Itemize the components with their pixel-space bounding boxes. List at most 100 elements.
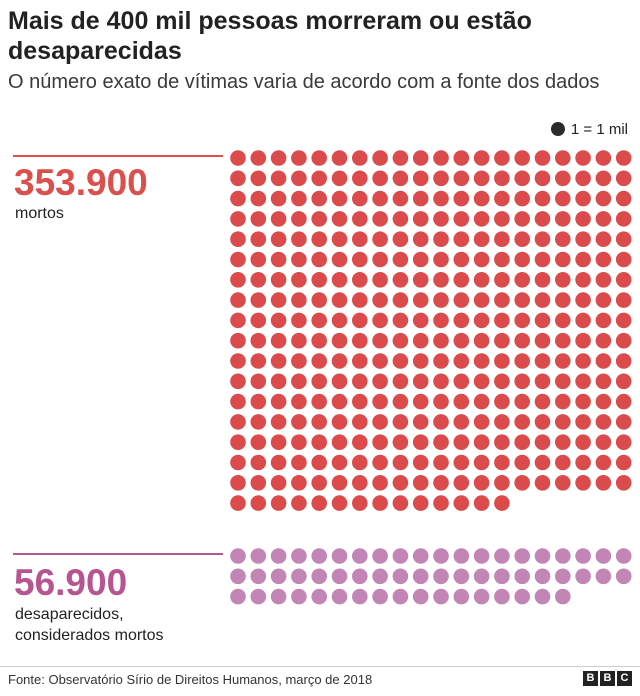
group-rule-missing bbox=[13, 553, 223, 555]
dead-label: mortos bbox=[15, 205, 64, 222]
group-rule-dead bbox=[13, 155, 223, 157]
missing-dot bbox=[291, 548, 307, 564]
dead-dot bbox=[575, 312, 591, 329]
dead-dot bbox=[270, 251, 287, 268]
dead-dot bbox=[453, 150, 470, 166]
dead-dot bbox=[595, 292, 612, 308]
dead-dot bbox=[595, 332, 612, 349]
dead-dot bbox=[575, 211, 591, 227]
dead-dot bbox=[494, 292, 510, 308]
missing-dot bbox=[453, 588, 470, 605]
dead-dot bbox=[412, 170, 429, 187]
dead-dot bbox=[575, 393, 591, 410]
dead-dot bbox=[412, 272, 429, 288]
dead-dot bbox=[433, 373, 449, 390]
missing-dot bbox=[473, 568, 490, 585]
dead-dot bbox=[291, 251, 307, 268]
dead-dot bbox=[534, 251, 551, 268]
dead-dot bbox=[575, 332, 591, 349]
dead-dot bbox=[433, 332, 449, 349]
dead-dot bbox=[473, 434, 490, 451]
dead-dot bbox=[372, 251, 388, 268]
dead-dot bbox=[494, 231, 510, 247]
dead-dot bbox=[575, 373, 591, 390]
missing-dot bbox=[230, 548, 246, 564]
dead-dot bbox=[412, 292, 429, 308]
dead-dot bbox=[555, 332, 571, 349]
dead-dot bbox=[412, 414, 429, 430]
dead-dot bbox=[352, 312, 368, 329]
dead-dot bbox=[595, 393, 612, 410]
dead-dot bbox=[494, 150, 510, 166]
chart-subtitle: O número exato de vítimas varia de acord… bbox=[8, 71, 600, 93]
dead-dot bbox=[453, 170, 470, 187]
dead-dot bbox=[514, 292, 530, 308]
dead-dot bbox=[291, 231, 307, 247]
dead-dot bbox=[595, 434, 612, 451]
dead-dot bbox=[595, 373, 612, 390]
missing-dot bbox=[473, 548, 490, 564]
dead-dot bbox=[494, 393, 510, 410]
dead-dot bbox=[392, 332, 409, 349]
dead-dot bbox=[230, 495, 246, 511]
missing-dot bbox=[494, 548, 510, 564]
dead-dot bbox=[615, 434, 632, 451]
dead-dot bbox=[453, 292, 470, 308]
dead-dot bbox=[494, 454, 510, 471]
dead-dot bbox=[331, 434, 348, 451]
dead-dot bbox=[270, 353, 287, 369]
dead-dot bbox=[412, 475, 429, 491]
dead-dot bbox=[250, 272, 267, 288]
dead-dot bbox=[270, 190, 287, 207]
dead-dot bbox=[311, 414, 328, 430]
dead-dot bbox=[291, 272, 307, 288]
dead-dot bbox=[534, 231, 551, 247]
dead-dot bbox=[230, 434, 246, 451]
missing-dot bbox=[433, 548, 449, 564]
missing-dot bbox=[575, 548, 591, 564]
dead-dot bbox=[270, 332, 287, 349]
dead-dot bbox=[372, 211, 388, 227]
dead-dot bbox=[433, 251, 449, 268]
dead-dot bbox=[352, 272, 368, 288]
dead-dot bbox=[534, 373, 551, 390]
dead-dot bbox=[555, 170, 571, 187]
dead-dot bbox=[270, 170, 287, 187]
dead-dot bbox=[331, 292, 348, 308]
dead-dot bbox=[494, 495, 510, 511]
dead-dot bbox=[433, 434, 449, 451]
missing-dot bbox=[331, 568, 348, 585]
dead-dot bbox=[494, 434, 510, 451]
dead-dot bbox=[392, 170, 409, 187]
dead-dot bbox=[575, 150, 591, 166]
dead-dot bbox=[494, 170, 510, 187]
dead-dot bbox=[555, 312, 571, 329]
dead-dot bbox=[392, 272, 409, 288]
dead-dot bbox=[352, 292, 368, 308]
dead-dot bbox=[331, 211, 348, 227]
missing-dot bbox=[555, 548, 571, 564]
dead-dot bbox=[534, 190, 551, 207]
dead-dot bbox=[514, 434, 530, 451]
dead-dot bbox=[433, 150, 449, 166]
missing-dot bbox=[433, 568, 449, 585]
dead-dot bbox=[250, 434, 267, 451]
dead-dot bbox=[473, 150, 490, 166]
missing-dot bbox=[270, 568, 287, 585]
dead-count: 353.900 bbox=[14, 162, 148, 203]
dead-dot bbox=[331, 353, 348, 369]
dead-dot bbox=[453, 393, 470, 410]
missing-dot bbox=[575, 568, 591, 585]
legend-dot-icon bbox=[550, 122, 565, 136]
dead-dot bbox=[291, 190, 307, 207]
dead-dot bbox=[291, 353, 307, 369]
missing-dot bbox=[250, 588, 267, 605]
dead-dot bbox=[534, 414, 551, 430]
dead-dot bbox=[595, 190, 612, 207]
dead-dot bbox=[534, 454, 551, 471]
dead-dot bbox=[534, 150, 551, 166]
dead-dot bbox=[534, 353, 551, 369]
dead-dot bbox=[595, 231, 612, 247]
dead-dot bbox=[311, 434, 328, 451]
dead-dot bbox=[331, 475, 348, 491]
